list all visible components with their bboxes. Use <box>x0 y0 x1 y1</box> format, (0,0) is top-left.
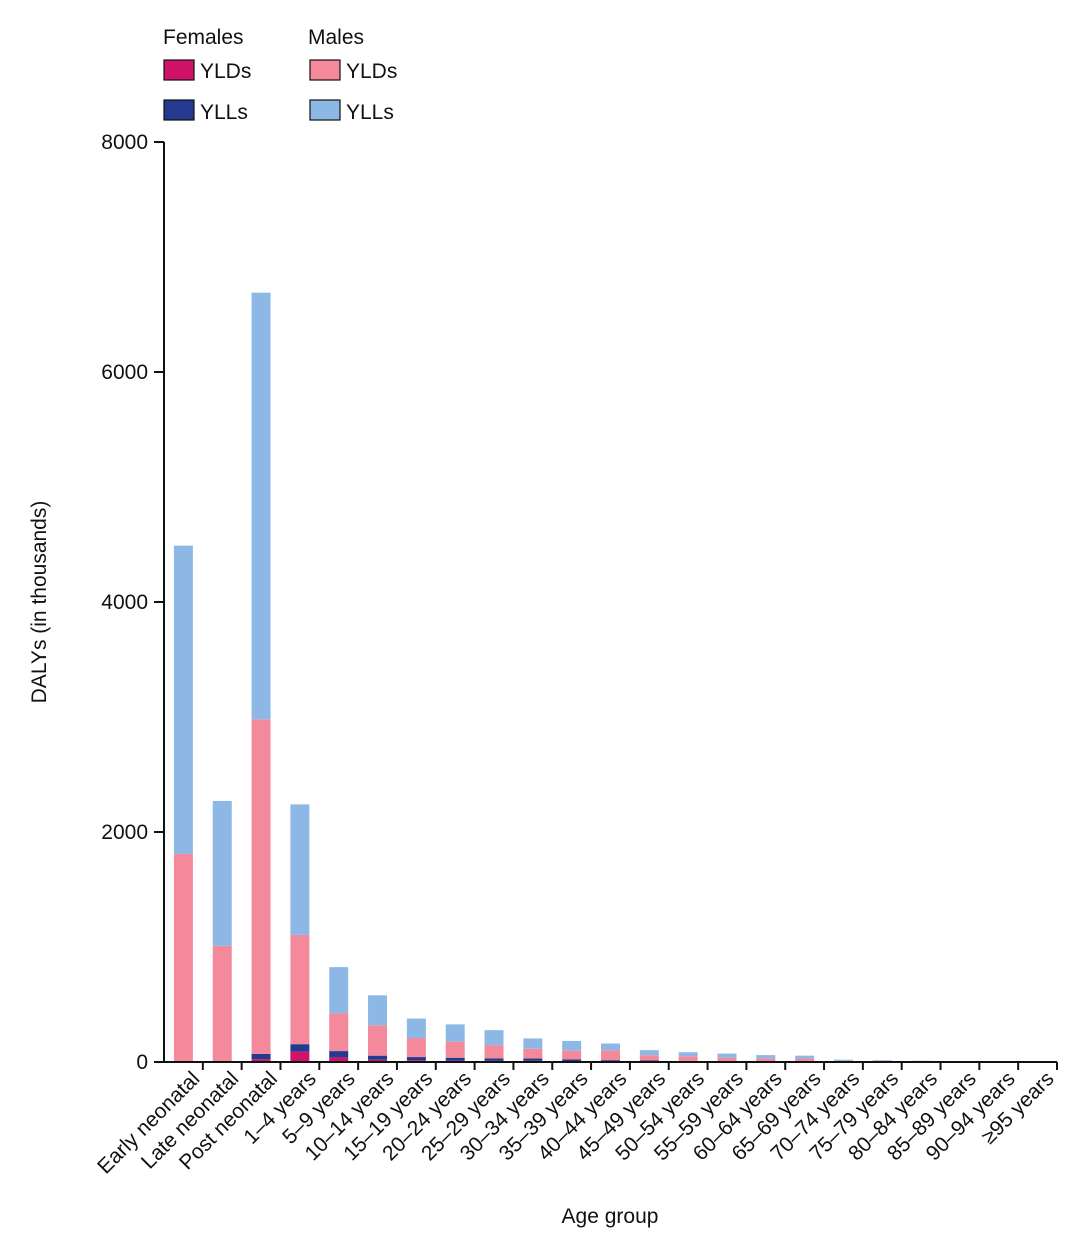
bar-segment-4-0 <box>329 1057 349 1062</box>
bar-segment-10-3 <box>562 1040 582 1051</box>
y-tick-label-4: 8000 <box>101 131 148 154</box>
bar-segment-13-2 <box>678 1056 698 1061</box>
bar-segment-12-3 <box>639 1050 659 1056</box>
legend-label-females-ylls: YLLs <box>200 101 248 124</box>
legend-swatch-males-ylds <box>309 59 341 81</box>
bar-segment-5-3 <box>368 995 388 1026</box>
bar-segment-3-3 <box>290 804 310 935</box>
bar-segment-9-2 <box>523 1048 543 1059</box>
bar-segment-4-1 <box>329 1051 349 1058</box>
bar-segment-14-2 <box>717 1057 737 1062</box>
bar-segment-2-1 <box>251 1053 271 1060</box>
y-axis-label: DALYs (in thousands) <box>28 501 51 704</box>
bar-segment-16-2 <box>795 1058 815 1062</box>
bar-segment-9-1 <box>523 1058 543 1061</box>
bar-segment-8-3 <box>484 1030 504 1046</box>
bar-segment-7-3 <box>445 1024 465 1042</box>
bar-segment-7-1 <box>445 1057 465 1061</box>
bar-segment-0-2 <box>173 853 193 1062</box>
legend-group-title-males: Males <box>308 26 364 49</box>
bar-segment-5-2 <box>368 1025 388 1056</box>
bar-segment-10-2 <box>562 1050 582 1060</box>
y-tick-label-2: 4000 <box>101 591 148 614</box>
bar-segment-11-3 <box>601 1043 620 1051</box>
bar-segment-0-3 <box>173 545 193 854</box>
legend-swatch-females-ylls <box>163 99 195 121</box>
legend-swatch-females-ylds <box>163 59 195 81</box>
bar-segment-6-1 <box>406 1057 426 1061</box>
y-tick-label-3: 6000 <box>101 361 148 384</box>
y-tick-label-0: 0 <box>136 1051 148 1074</box>
bar-segment-5-1 <box>368 1055 388 1060</box>
bar-segment-4-3 <box>329 967 349 1014</box>
bar-segment-15-2 <box>756 1058 776 1062</box>
bar-segment-3-0 <box>290 1051 310 1062</box>
bar-segment-1-3 <box>212 800 232 946</box>
bar-segment-12-2 <box>639 1055 659 1061</box>
bar-segment-1-2 <box>212 945 232 1062</box>
x-axis-label: Age group <box>562 1205 659 1228</box>
bar-segment-12-1 <box>639 1060 659 1062</box>
bar-segment-9-3 <box>523 1038 543 1049</box>
bar-segment-3-1 <box>290 1044 310 1052</box>
bar-segment-4-2 <box>329 1013 349 1052</box>
bar-segment-2-2 <box>251 719 271 1054</box>
bar-segment-10-1 <box>562 1059 582 1062</box>
bar-segment-11-1 <box>601 1060 620 1062</box>
bar-segment-2-0 <box>251 1059 271 1063</box>
bar-segment-8-1 <box>484 1058 504 1061</box>
bar-segment-6-2 <box>406 1038 426 1058</box>
bar-segment-17-3 <box>833 1059 853 1061</box>
bar-segment-7-2 <box>445 1041 465 1058</box>
bar-segment-3-2 <box>290 934 310 1045</box>
bars-layer <box>173 292 1009 1063</box>
bar-segment-8-2 <box>484 1045 504 1059</box>
bar-segment-14-3 <box>717 1053 737 1058</box>
legend-swatch-males-ylls <box>309 99 341 121</box>
bar-segment-11-2 <box>601 1050 620 1061</box>
bar-segment-2-3 <box>251 292 271 720</box>
legend-label-males-ylds: YLDs <box>346 60 397 83</box>
bar-segment-13-3 <box>678 1052 698 1057</box>
bar-segment-6-3 <box>406 1018 426 1039</box>
legend: Females Males YLDs YLLs YLDs YLLs <box>163 26 397 124</box>
legend-label-males-ylls: YLLs <box>346 101 394 124</box>
legend-group-title-females: Females <box>163 26 244 49</box>
bar-segment-16-3 <box>795 1055 815 1059</box>
bar-segment-5-0 <box>368 1059 388 1062</box>
legend-label-females-ylds: YLDs <box>200 60 251 83</box>
bar-segment-18-3 <box>872 1060 892 1062</box>
bar-segment-15-3 <box>756 1055 776 1059</box>
y-tick-label-1: 2000 <box>101 821 148 844</box>
